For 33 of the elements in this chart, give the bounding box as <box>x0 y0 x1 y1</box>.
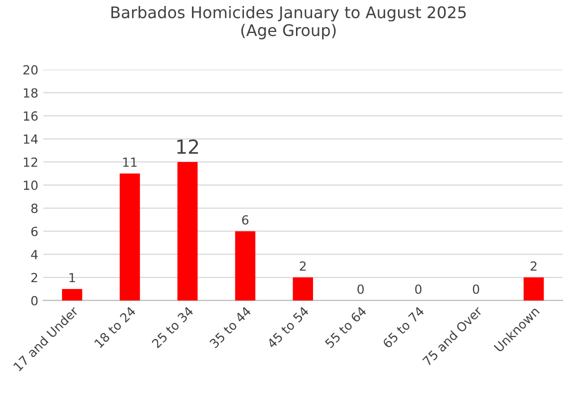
y-tick-label: 14 <box>24 134 38 144</box>
y-tick-label: 8 <box>31 204 38 214</box>
bar <box>62 288 82 300</box>
data-label: 0 <box>357 284 364 294</box>
data-label: 6 <box>242 215 248 225</box>
x-tick-label: 35 to 44 <box>209 306 252 349</box>
bar <box>292 277 314 300</box>
bar <box>524 277 544 300</box>
data-label: 12 <box>177 139 198 154</box>
y-tick-label: 20 <box>23 65 38 75</box>
bar <box>177 162 198 300</box>
y-tick-label: 18 <box>24 88 38 98</box>
x-tick-label: 55 to 64 <box>324 306 367 348</box>
y-tick-label: 2 <box>31 272 38 282</box>
data-label: 0 <box>415 284 422 294</box>
data-label: 1 <box>70 273 75 282</box>
y-tick-label: 6 <box>31 226 38 236</box>
x-tick-label: 45 to 54 <box>266 306 310 349</box>
data-label: 2 <box>530 261 536 271</box>
y-tick-label: 12 <box>24 157 38 167</box>
data-label: 11 <box>123 158 137 167</box>
data-label: 2 <box>300 261 306 271</box>
bar <box>120 174 140 300</box>
x-tick-label: 25 to 34 <box>151 306 194 349</box>
y-tick-label: 10 <box>24 180 38 190</box>
chart-title: Barbados Homicides January to August 2025 (Age Group) <box>111 6 466 40</box>
x-tick-label: 65 to 74 <box>382 306 425 349</box>
bar <box>235 231 256 300</box>
y-tick-label: 4 <box>31 250 38 260</box>
y-tick-label: 16 <box>24 111 38 121</box>
y-tick-label: 0 <box>31 296 38 306</box>
data-label: 0 <box>472 284 480 294</box>
x-tick-label: 18 to 24 <box>94 306 136 348</box>
